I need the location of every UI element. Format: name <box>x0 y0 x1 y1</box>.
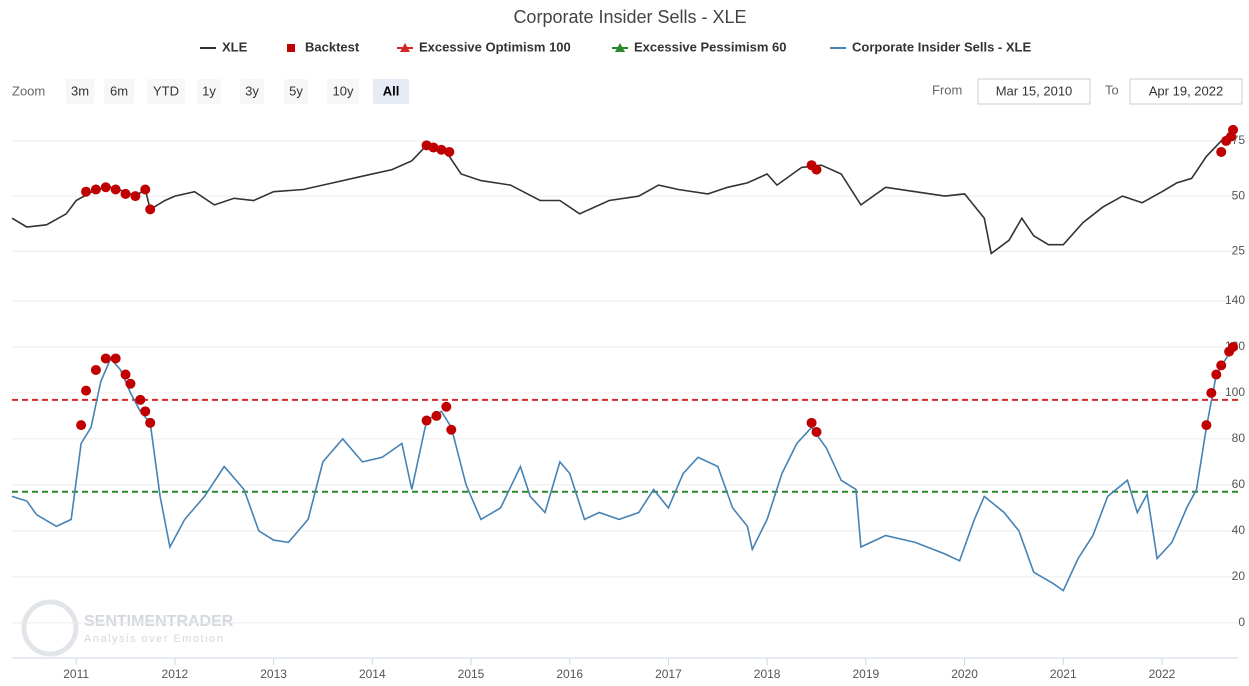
zoom-button-label[interactable]: 5y <box>289 83 303 98</box>
backtest-marker <box>1201 420 1212 431</box>
backtest-marker <box>100 182 111 193</box>
x-tick-label: 2018 <box>754 667 781 681</box>
zoom-button[interactable] <box>197 79 221 104</box>
backtest-marker <box>140 184 151 195</box>
backtest-marker <box>444 146 455 157</box>
backtest-marker <box>90 364 101 375</box>
backtest-marker <box>806 417 817 428</box>
backtest-marker <box>110 184 121 195</box>
backtest-marker <box>1216 360 1227 371</box>
zoom-button[interactable] <box>147 79 185 104</box>
y-tick-label: 60 <box>1232 477 1246 491</box>
zoom-button-label[interactable]: 6m <box>110 83 128 98</box>
zoom-button[interactable] <box>284 79 308 104</box>
backtest-marker <box>110 353 121 364</box>
backtest-marker <box>135 394 146 405</box>
backtest-marker <box>145 204 156 215</box>
from-input[interactable] <box>977 78 1091 105</box>
zoom-button-label[interactable]: 3y <box>245 83 259 98</box>
watermark-tagline: Analysis over Emotion <box>84 633 224 645</box>
backtest-marker <box>90 184 101 195</box>
backtest-marker <box>120 369 131 380</box>
data-line <box>11 129 1234 255</box>
y-tick-label: 0 <box>1238 615 1245 629</box>
zoom-button[interactable] <box>104 79 134 104</box>
y-tick-label: 140 <box>1225 293 1245 307</box>
y-tick-label: 20 <box>1232 569 1246 583</box>
zoom-button-label[interactable]: 3m <box>71 83 89 98</box>
backtest-marker <box>436 144 447 155</box>
from-value[interactable]: Mar 15, 2010 <box>996 83 1073 98</box>
data-line <box>11 346 1234 592</box>
legend-symbol[interactable] <box>615 43 625 52</box>
backtest-marker <box>1228 124 1239 135</box>
zoom-button-label[interactable]: 10y <box>333 83 354 98</box>
x-tick-label: 2015 <box>458 667 485 681</box>
backtest-marker <box>100 353 111 364</box>
backtest-marker <box>811 164 822 175</box>
backtest-marker <box>140 406 151 417</box>
backtest-marker <box>1216 146 1227 157</box>
backtest-marker <box>441 401 452 412</box>
backtest-marker <box>130 191 141 202</box>
backtest-marker <box>1228 341 1239 352</box>
legend-symbol[interactable] <box>400 43 410 52</box>
x-tick-label: 2020 <box>951 667 978 681</box>
backtest-marker <box>81 186 92 197</box>
zoom-button-label[interactable]: All <box>383 83 400 98</box>
x-tick-label: 2013 <box>260 667 287 681</box>
x-tick-label: 2021 <box>1050 667 1077 681</box>
backtest-marker <box>431 410 442 421</box>
backtest-marker <box>76 420 87 431</box>
backtest-marker <box>145 417 156 428</box>
x-tick-label: 2012 <box>162 667 189 681</box>
x-tick-label: 2019 <box>853 667 880 681</box>
y-tick-label: 100 <box>1225 385 1245 399</box>
legend-label[interactable]: Excessive Optimism 100 <box>419 39 571 54</box>
to-input[interactable] <box>1129 78 1243 105</box>
watermark-logo <box>21 599 79 657</box>
from-label: From <box>932 82 962 97</box>
zoom-button[interactable] <box>327 79 359 104</box>
zoom-label: Zoom <box>12 83 45 98</box>
legend-label[interactable]: Backtest <box>305 39 360 54</box>
to-value[interactable]: Apr 19, 2022 <box>1149 83 1223 98</box>
zoom-button[interactable] <box>373 79 409 104</box>
to-label: To <box>1105 82 1119 97</box>
x-tick-label: 2022 <box>1149 667 1176 681</box>
zoom-button[interactable] <box>66 79 94 104</box>
legend-label[interactable]: Excessive Pessimism 60 <box>634 39 787 54</box>
x-tick-label: 2017 <box>655 667 682 681</box>
backtest-marker <box>811 427 822 438</box>
x-tick-label: 2016 <box>556 667 583 681</box>
legend-symbol[interactable] <box>287 44 295 52</box>
y-tick-label: 25 <box>1232 243 1246 257</box>
chart-title: Corporate Insider Sells - XLE <box>513 7 746 27</box>
x-tick-label: 2011 <box>63 667 89 681</box>
watermark: SENTIMENTRADER <box>84 613 234 630</box>
backtest-marker <box>421 415 432 426</box>
backtest-marker <box>81 385 92 396</box>
backtest-marker <box>428 142 439 153</box>
backtest-marker <box>125 378 136 389</box>
backtest-marker <box>446 424 457 435</box>
legend-label[interactable]: Corporate Insider Sells - XLE <box>852 39 1031 54</box>
zoom-button-label[interactable]: 1y <box>202 83 216 98</box>
y-tick-label: 40 <box>1232 523 1246 537</box>
zoom-button-label[interactable]: YTD <box>153 83 179 98</box>
backtest-marker <box>1211 369 1222 380</box>
x-tick-label: 2014 <box>359 667 386 681</box>
y-tick-label: 50 <box>1232 188 1246 202</box>
backtest-marker <box>120 188 131 199</box>
y-tick-label: 80 <box>1232 431 1246 445</box>
legend-label[interactable]: XLE <box>222 39 248 54</box>
backtest-marker <box>1206 387 1217 398</box>
zoom-button[interactable] <box>240 79 264 104</box>
